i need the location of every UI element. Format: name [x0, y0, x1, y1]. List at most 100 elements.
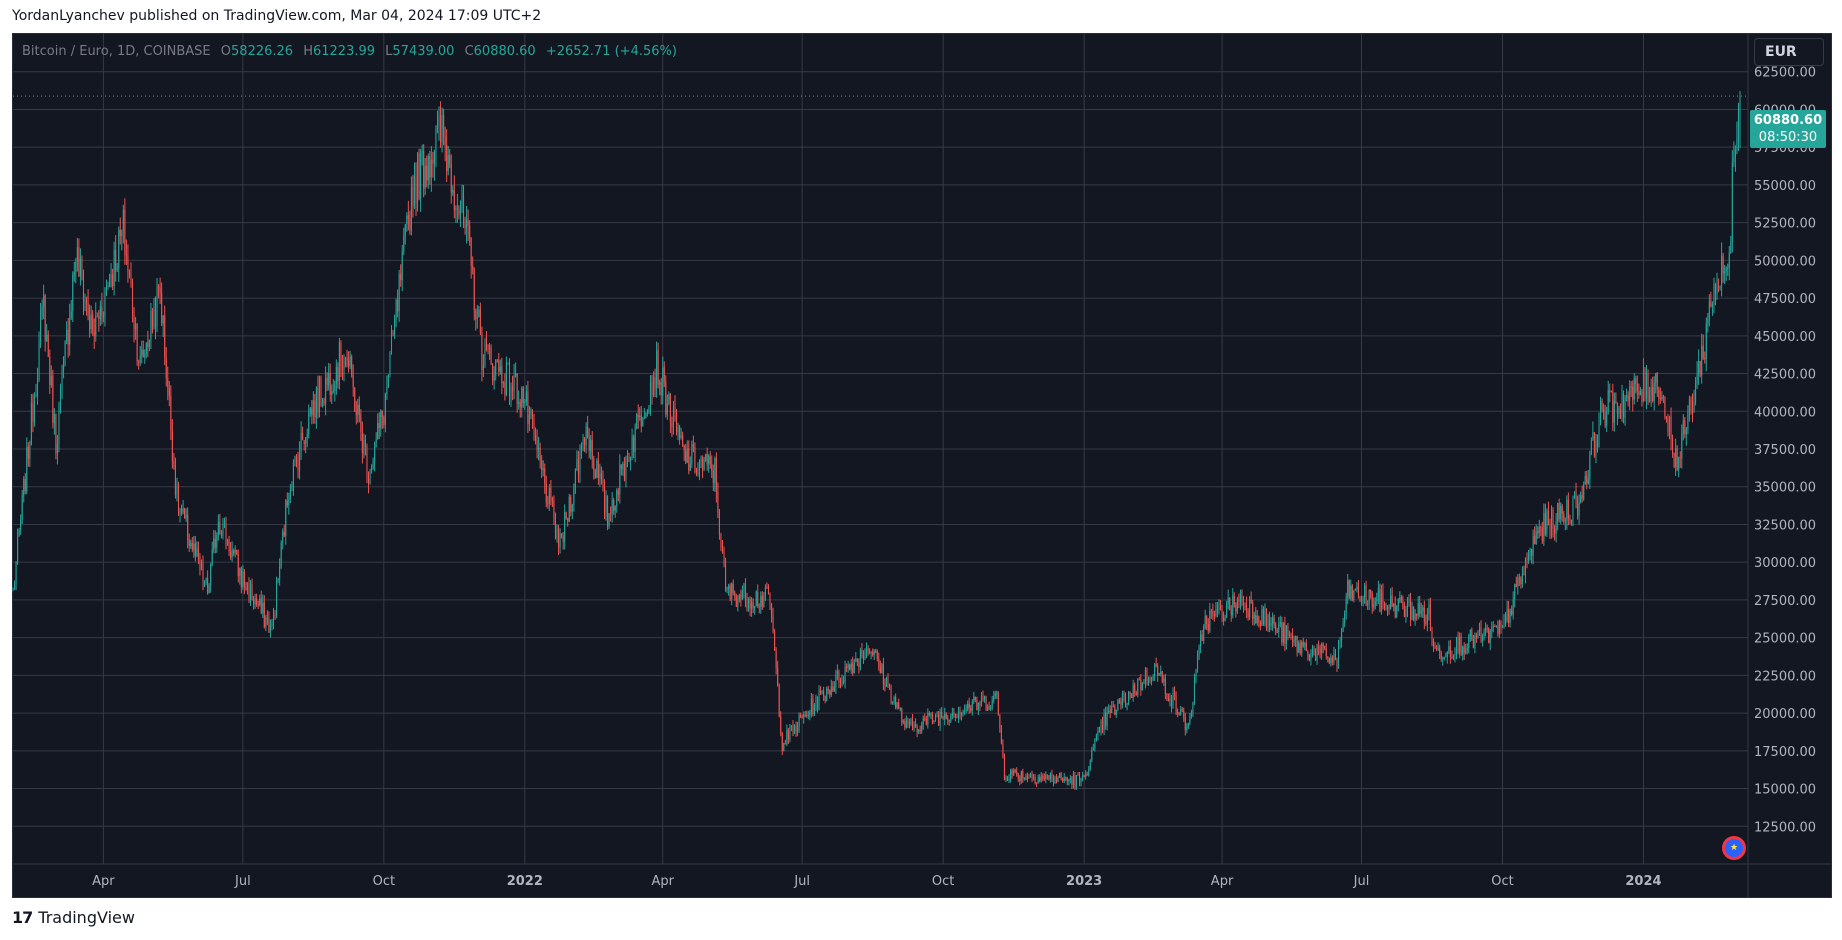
candle-body — [1339, 640, 1341, 642]
candle-body — [1325, 648, 1327, 657]
candle-body — [752, 602, 754, 609]
y-tick-label: 42500.00 — [1754, 368, 1816, 383]
candle-body — [518, 402, 520, 404]
candle-body — [493, 375, 495, 381]
candle-body — [855, 658, 857, 662]
candle-body — [254, 598, 256, 605]
candle-body — [839, 681, 842, 684]
candle-body — [231, 550, 233, 558]
candle-body — [1324, 646, 1326, 649]
candle-body — [1293, 639, 1295, 643]
candle-body — [1365, 585, 1367, 605]
candle-body — [1295, 636, 1297, 640]
candle-body — [938, 715, 940, 726]
candle-body — [456, 207, 458, 209]
candle-body — [1468, 636, 1470, 648]
candle-body — [1659, 397, 1661, 400]
y-tick-label: 45000.00 — [1754, 330, 1816, 345]
candle-body — [951, 713, 953, 716]
candle-body — [1218, 605, 1220, 610]
candle-body — [548, 487, 550, 504]
y-tick-label: 27500.00 — [1754, 594, 1816, 609]
candle-body — [49, 356, 51, 385]
candle-body — [1575, 492, 1577, 504]
candle-body — [869, 650, 871, 653]
candle-body — [1406, 602, 1409, 610]
chart-area[interactable] — [12, 33, 1832, 898]
candle-body — [904, 721, 906, 728]
candle-body — [1581, 495, 1583, 499]
candle-body — [1085, 774, 1087, 777]
candle-body — [1201, 634, 1203, 641]
candle-body — [179, 508, 181, 514]
y-tick-label: 32500.00 — [1754, 518, 1816, 533]
candle-body — [875, 650, 877, 652]
candle-body — [915, 723, 917, 727]
candle-body — [1046, 774, 1048, 776]
candle-body — [1592, 432, 1594, 440]
candle-body — [1578, 502, 1580, 517]
currency-button[interactable]: EUR — [1754, 38, 1824, 66]
candle-body — [476, 316, 478, 319]
candle-body — [1310, 651, 1312, 660]
candle-body — [1442, 658, 1444, 660]
candle-body — [1233, 595, 1235, 605]
candle-body — [348, 360, 350, 367]
candle-body — [584, 438, 586, 446]
candle-body — [812, 698, 814, 715]
candle-body — [1403, 609, 1405, 617]
candle-body — [1596, 440, 1599, 447]
candle-body — [1604, 416, 1606, 427]
candle-body — [271, 623, 273, 625]
candle-body — [997, 692, 999, 716]
candlestick-chart[interactable]: 12500.00 15000.00 17500.00 20000.00 22500.00… — [0, 0, 1842, 900]
candle-body — [654, 377, 656, 389]
candle-body — [248, 582, 250, 601]
candle-body — [492, 364, 494, 381]
candle-body — [982, 696, 984, 700]
candle-body — [950, 715, 952, 722]
candle-body — [895, 697, 897, 708]
candle-body — [1298, 643, 1300, 652]
candle-body — [954, 713, 956, 718]
candle-body — [150, 311, 152, 340]
y-tick-label: 55000.00 — [1754, 179, 1816, 194]
candle-body — [1713, 284, 1715, 305]
candle-body — [226, 539, 229, 545]
candle-body — [1446, 651, 1448, 657]
candle-body — [315, 387, 317, 418]
candle-body — [153, 309, 155, 329]
candle-body — [1704, 358, 1706, 360]
candle-body — [1079, 775, 1081, 783]
candle-body — [337, 366, 339, 382]
candle-body — [1098, 730, 1100, 732]
candle-body — [1017, 774, 1019, 779]
events-icon[interactable]: ★ — [1722, 836, 1746, 860]
candle-body — [1702, 345, 1704, 359]
candle-body — [343, 364, 345, 370]
x-tick-label: Jul — [234, 874, 251, 889]
candle-body — [1023, 777, 1025, 779]
candle-body — [1708, 301, 1710, 319]
candle-body — [1029, 773, 1032, 778]
y-tick-label: 47500.00 — [1754, 292, 1816, 307]
candle-body — [184, 508, 186, 518]
candle-body — [213, 538, 215, 550]
candle-body — [1249, 599, 1251, 618]
candle-body — [145, 342, 147, 354]
candle-body — [850, 663, 852, 670]
candle-body — [1147, 678, 1150, 681]
candle-body — [32, 402, 34, 423]
candle-body — [901, 708, 903, 723]
candle-body — [853, 661, 855, 673]
candle-body — [657, 350, 659, 385]
candle-body — [1221, 607, 1223, 618]
candle-body — [905, 720, 907, 728]
candle-body — [1718, 286, 1720, 288]
candle-body — [18, 530, 20, 536]
candle-body — [1022, 771, 1024, 779]
candle-body — [406, 215, 408, 225]
y-tick-label: 15000.00 — [1754, 783, 1816, 798]
candle-body — [744, 584, 747, 601]
candle-body — [375, 439, 377, 443]
